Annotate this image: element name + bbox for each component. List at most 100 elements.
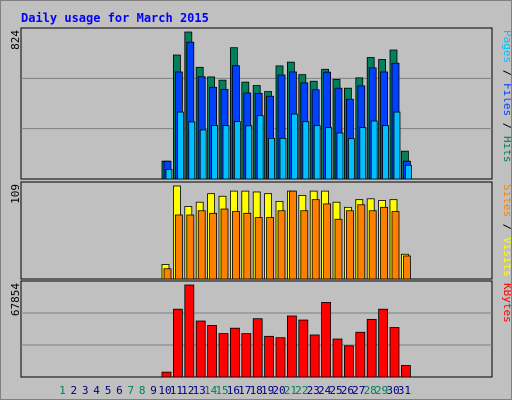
x-tick-label: 6: [116, 384, 123, 397]
visits-sites-bar: [277, 210, 286, 280]
visits-sites-bar: [220, 208, 229, 280]
visits-sites-bar: [345, 210, 354, 280]
hits-pages-bar: [256, 115, 264, 180]
hits-legend-separator: /: [501, 63, 512, 83]
kbytes-legend-text: KBytes: [501, 283, 512, 323]
hits-pages-bar: [211, 125, 219, 180]
x-tick-label: 7: [127, 384, 134, 397]
kbytes-kbytes-bar: [195, 320, 206, 378]
x-tick-label: 22: [295, 384, 308, 397]
chart-title: Daily usage for March 2015: [21, 11, 209, 25]
kbytes-kbytes-bar: [298, 319, 309, 378]
hits-legend: Pages / Files / Hits: [501, 30, 512, 163]
x-tick-label: 26: [341, 384, 354, 397]
x-tick-label: 28: [364, 384, 377, 397]
kbytes-legend: KBytes: [501, 283, 512, 323]
hits-pages-bar: [359, 127, 367, 180]
visits-sites-bar: [254, 217, 263, 280]
x-tick-label: 21: [284, 384, 297, 397]
visits-sites-bar: [209, 212, 218, 280]
x-tick-label: 29: [375, 384, 388, 397]
visits-legend: Sites / Visits: [501, 184, 512, 277]
x-tick-label: 20: [272, 384, 285, 397]
kbytes-kbytes-bar: [172, 308, 183, 378]
hits-panel: 824 Pages / Files / Hits: [9, 27, 512, 180]
x-tick-label: 27: [352, 384, 365, 397]
hits-legend-pages: Pages: [501, 30, 512, 63]
hits-pages-bar: [199, 129, 207, 180]
kbytes-kbytes-bar: [400, 365, 411, 378]
x-tick-label: 30: [386, 384, 399, 397]
x-tick-label: 8: [139, 384, 146, 397]
kbytes-kbytes-bar: [229, 327, 240, 378]
x-axis-labels: 1 2 3 4 5 6 7 8 9 1011121314151617181920212223242…: [59, 384, 411, 397]
visits-sites-bar: [288, 190, 297, 280]
visits-sites-bar: [243, 212, 252, 280]
visits-sites-bar: [402, 255, 411, 280]
hits-legend-text: Pages / Files / Hits: [501, 30, 512, 163]
x-tick-label: 14: [204, 384, 218, 397]
visits-sites-bar: [300, 210, 309, 280]
x-tick-label: 4: [93, 384, 100, 397]
visits-sites-bar: [334, 218, 343, 280]
hits-pages-bar: [165, 168, 173, 180]
x-tick-label: 19: [261, 384, 274, 397]
visits-sites-bar: [163, 268, 172, 280]
x-tick-label: 13: [193, 384, 206, 397]
hits-pages-bar: [404, 164, 412, 180]
hits-pages-bar: [279, 137, 287, 180]
hits-pages-bar: [313, 125, 321, 180]
x-tick-label: 11: [170, 384, 183, 397]
kbytes-kbytes-bar: [389, 327, 400, 378]
kbytes-kbytes-bar: [286, 315, 297, 378]
x-tick-label: 23: [307, 384, 320, 397]
kbytes-ymax-label: 67854: [9, 283, 22, 316]
x-tick-label: 18: [250, 384, 263, 397]
x-tick-label: 2: [70, 384, 77, 397]
kbytes-legend-kbytes: KBytes: [501, 283, 512, 323]
x-tick-label: 3: [82, 384, 89, 397]
x-tick-label: 24: [318, 384, 332, 397]
kbytes-kbytes-bar: [264, 335, 275, 378]
visits-sites-bar: [174, 214, 183, 280]
kbytes-kbytes-bar: [161, 371, 172, 378]
kbytes-panel: 67854 KBytes: [9, 280, 512, 378]
x-tick-label: 15: [215, 384, 228, 397]
kbytes-kbytes-bar: [275, 337, 286, 378]
hits-legend-hits: Hits: [501, 136, 512, 163]
kbytes-kbytes-bar: [309, 334, 320, 378]
x-tick-label: 5: [105, 384, 112, 397]
x-tick-label: 1: [59, 384, 66, 397]
kbytes-kbytes-bar: [343, 345, 354, 378]
visits-legend-visits: Visits: [501, 237, 512, 277]
visits-legend-text: Sites / Visits: [501, 184, 512, 277]
hits-pages-bar: [302, 121, 310, 180]
hits-legend-separator: /: [501, 116, 512, 136]
visits-legend-separator: /: [501, 217, 512, 237]
kbytes-kbytes-bar: [355, 331, 366, 378]
hits-pages-bar: [382, 125, 390, 180]
hits-pages-bar: [290, 113, 298, 180]
visits-legend-sites: Sites: [501, 184, 512, 217]
x-tick-label: 17: [238, 384, 251, 397]
hits-pages-bar: [347, 138, 355, 180]
x-tick-label: 12: [181, 384, 194, 397]
visits-sites-bar: [266, 217, 275, 280]
kbytes-kbytes-bar: [218, 333, 229, 378]
kbytes-kbytes-bar: [366, 318, 377, 378]
x-tick-label: 31: [398, 384, 411, 397]
kbytes-kbytes-bar: [252, 318, 263, 378]
hits-ymax-label: 824: [9, 30, 22, 50]
x-tick-label: 16: [227, 384, 240, 397]
visits-sites-bar: [311, 199, 320, 280]
visits-sites-bar: [323, 203, 332, 280]
visits-sites-bar: [231, 211, 240, 280]
kbytes-kbytes-bar: [332, 338, 343, 378]
visits-sites-bar: [391, 211, 400, 280]
hits-pages-bar: [188, 121, 196, 180]
visits-sites-bar: [197, 210, 206, 280]
hits-pages-bar: [268, 137, 276, 180]
hits-pages-bar: [245, 125, 253, 180]
